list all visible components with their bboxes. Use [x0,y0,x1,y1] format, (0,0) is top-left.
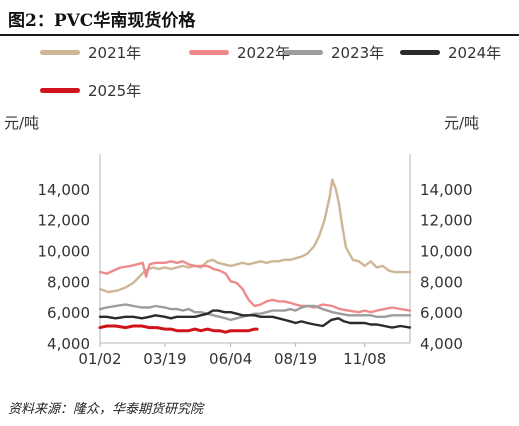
title-divider [0,34,519,36]
legend-item-2024: 2024年 [400,42,501,62]
y-tick-label-right: 6,000 [420,304,463,322]
y-tick-label-right: 4,000 [420,335,463,353]
y-tick-label-left: 6,000 [47,304,90,322]
chart-title: 图2：PVC华南现货价格 [8,11,196,31]
y-tick-label-left: 10,000 [38,243,91,261]
legend-label: 2025年 [88,81,142,100]
x-tick-label: 01/02 [78,350,121,368]
series-line-2025 [98,324,259,334]
x-tick-label: 08/19 [274,350,317,368]
y-tick-label-right: 12,000 [420,212,473,230]
legend-label: 2024年 [448,43,502,62]
x-tick-label: 11/08 [343,350,386,368]
legend-label: 2022年 [237,43,291,62]
right-axis-unit: 元/吨 [444,114,480,132]
legend-swatch [283,49,323,55]
y-tick-label-right: 14,000 [420,181,473,199]
series-line-2022 [98,260,412,314]
legend-item-2022: 2022年 [189,42,290,62]
x-tick-label: 03/19 [143,350,186,368]
y-tick-label-left: 8,000 [47,273,90,291]
x-tick-label: 06/04 [209,350,252,368]
legend-swatch [40,87,80,93]
series-line-2021 [98,178,412,294]
left-axis-unit: 元/吨 [4,114,40,132]
legend-label: 2023年 [331,43,385,62]
y-tick-label-left: 12,000 [38,212,91,230]
legend-swatch [40,49,80,55]
legend-item-2023: 2023年 [283,42,384,62]
y-tick-label-right: 8,000 [420,273,463,291]
legend-swatch [400,49,440,55]
legend-swatch [189,49,229,55]
y-tick-label-right: 10,000 [420,243,473,261]
legend-item-2025: 2025年 [40,80,141,100]
legend-label: 2021年 [88,43,142,62]
legend-item-2021: 2021年 [40,42,141,62]
source-note: 资料来源：隆众，华泰期货研究院 [8,402,204,417]
y-tick-label-left: 14,000 [38,181,91,199]
series-line-2024 [98,309,412,329]
y-tick-label-left: 4,000 [47,335,90,353]
